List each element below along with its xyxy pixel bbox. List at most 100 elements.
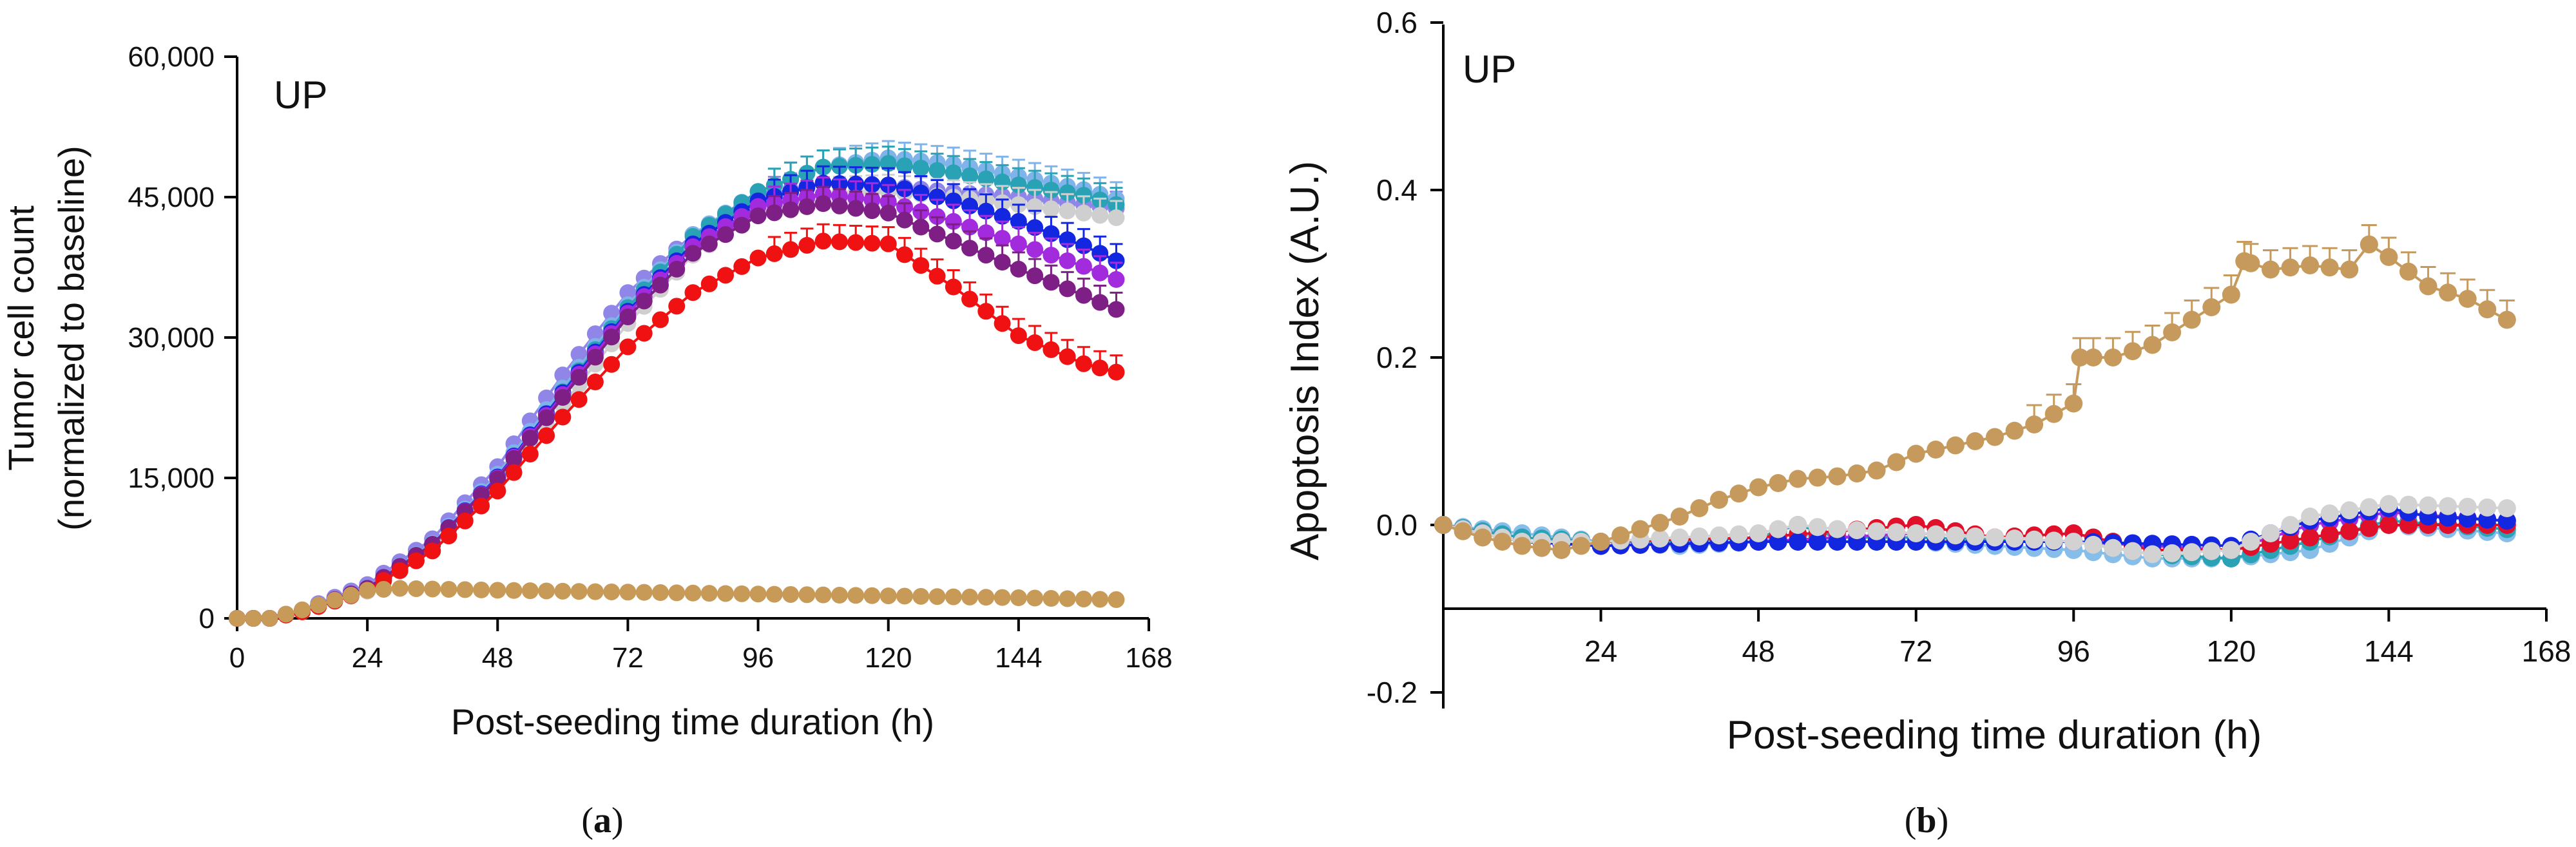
data-point: [1026, 241, 1044, 258]
data-point: [1043, 182, 1060, 199]
panel-b-x-tick-label: 168: [2522, 634, 2571, 668]
panel-a-annotation: UP: [274, 73, 327, 117]
data-point: [1808, 533, 1827, 551]
panel-a-y-axis-title-line1: Tumor cell count: [1, 205, 41, 471]
data-point: [342, 587, 360, 604]
data-point: [896, 211, 913, 229]
data-point: [1434, 516, 1452, 534]
panel-a-caption: (a): [581, 801, 623, 841]
series-line: [237, 240, 1117, 620]
data-point: [765, 585, 783, 603]
data-point: [310, 596, 327, 614]
panel-b-x-tick-label: 72: [1899, 634, 1932, 668]
data-point: [1769, 474, 1787, 492]
series-tan: [229, 580, 1125, 627]
panel-a-x-tick-label: 144: [995, 642, 1042, 674]
data-point: [2104, 348, 2122, 366]
data-point: [717, 585, 735, 602]
data-point: [2379, 516, 2398, 534]
data-point: [863, 234, 881, 252]
data-point: [2242, 533, 2260, 551]
data-point: [2064, 394, 2083, 413]
data-point: [2419, 496, 2437, 515]
data-point: [1808, 468, 1827, 487]
data-point: [928, 225, 946, 243]
panel-a-x-tick-label: 24: [352, 642, 383, 674]
data-point: [1986, 528, 2004, 547]
panel-a: 0 24 48 72 96 120 144 168 0 15,000 30,000 45,000 60…: [1, 41, 1173, 841]
data-point: [2104, 538, 2122, 557]
data-point: [831, 233, 848, 251]
data-point: [814, 586, 832, 604]
data-point: [586, 325, 604, 343]
data-point: [814, 233, 832, 250]
data-point: [2320, 525, 2339, 544]
data-point: [912, 159, 930, 176]
data-point: [2143, 336, 2162, 354]
data-point: [603, 356, 620, 373]
panel-b-y-tick-label: 0.4: [1376, 173, 1418, 207]
data-point: [765, 204, 783, 222]
data-point: [391, 580, 409, 597]
data-point: [1966, 432, 1985, 450]
data-point: [651, 584, 669, 602]
data-point: [277, 605, 294, 623]
data-point: [1091, 359, 1109, 377]
data-point: [570, 391, 588, 408]
data-point: [896, 157, 913, 175]
data-point: [603, 328, 620, 346]
data-point: [684, 284, 702, 301]
data-point: [1075, 204, 1092, 222]
data-point: [733, 258, 751, 275]
data-point: [928, 267, 946, 285]
data-point: [375, 580, 392, 598]
data-point: [261, 610, 278, 627]
data-point: [1059, 184, 1076, 202]
data-point: [1091, 207, 1109, 224]
data-point: [407, 552, 425, 569]
data-point: [668, 260, 686, 278]
panel-b-y-tick-label: 0.2: [1376, 341, 1418, 374]
data-point: [2084, 535, 2102, 554]
data-point: [619, 309, 637, 326]
panel-b-y-tick-label: 0.0: [1376, 508, 1418, 542]
data-point: [2025, 415, 2044, 433]
panel-a-x-tick-label: 72: [612, 642, 644, 674]
data-point: [831, 587, 848, 604]
data-point: [1043, 200, 1060, 218]
data-point: [684, 245, 702, 262]
data-point: [798, 198, 816, 215]
data-point: [2419, 277, 2437, 296]
panel-b-caption-close: ): [1937, 801, 1949, 841]
data-point: [2071, 348, 2090, 366]
data-point: [2163, 544, 2182, 562]
data-point: [1108, 271, 1125, 288]
data-point: [2497, 310, 2516, 329]
panel-b-x-tick-label: 144: [2364, 634, 2414, 668]
data-point: [2182, 543, 2201, 562]
data-point: [879, 204, 897, 222]
data-point: [1474, 528, 1492, 547]
data-point: [668, 584, 686, 602]
data-point: [1828, 533, 1847, 551]
data-point: [2222, 285, 2240, 304]
data-point: [651, 276, 669, 294]
data-point: [977, 303, 995, 320]
panel-b-y-ticks: -0.2 0.0 0.2 0.4 0.6: [1367, 6, 1443, 709]
data-point: [2044, 404, 2063, 423]
data-point: [326, 591, 343, 609]
data-point: [847, 200, 865, 217]
data-point: [2360, 498, 2378, 517]
data-point: [961, 290, 979, 308]
data-point: [1927, 441, 1945, 459]
data-point: [896, 180, 913, 198]
data-point: [928, 188, 946, 205]
data-point: [1059, 202, 1076, 220]
series-red: [229, 223, 1125, 627]
data-point: [2202, 542, 2221, 560]
panel-b-x-tick-label: 120: [2206, 634, 2256, 668]
data-point: [1887, 453, 1906, 471]
data-point: [1026, 219, 1044, 236]
data-point: [977, 170, 995, 187]
